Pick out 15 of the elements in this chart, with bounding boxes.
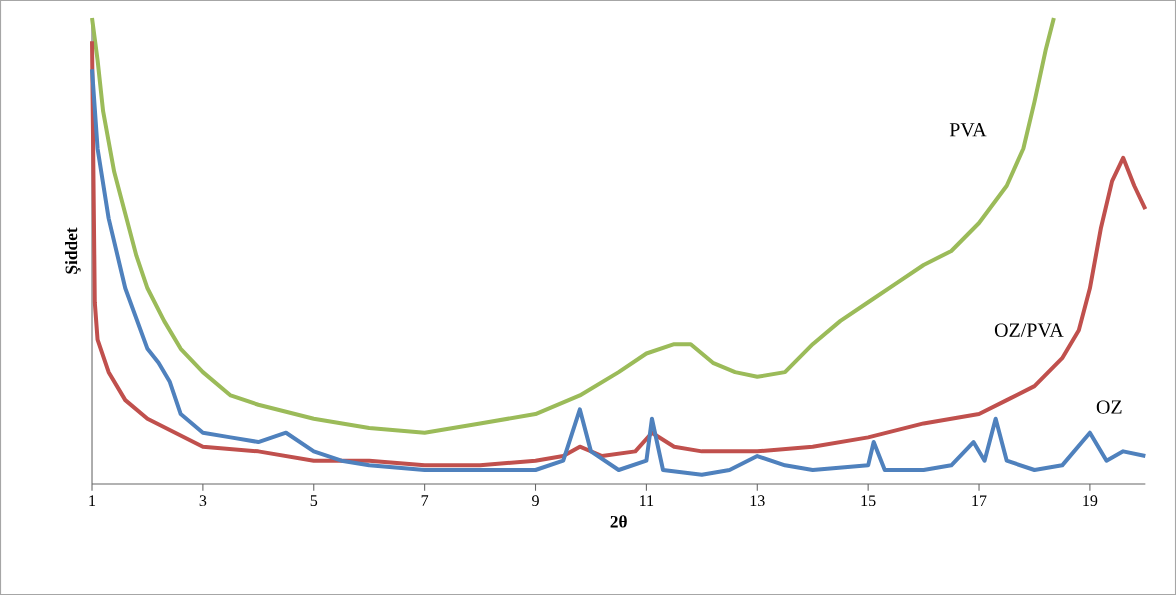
x-tick-label: 5: [310, 495, 318, 506]
x-tick-label: 19: [1083, 495, 1098, 507]
x-tick-label: 11: [640, 495, 654, 506]
series-label: OZ: [1096, 400, 1122, 414]
x-tick-label: 3: [199, 495, 207, 507]
x-tick-label: 7: [421, 495, 429, 506]
series-label: OZ/PVA: [994, 323, 1064, 337]
y-axis-title: Şiddet: [65, 227, 81, 274]
x-tick-label: 1: [89, 495, 96, 506]
x-tick-label: 13: [750, 495, 765, 507]
x-tick-label: 17: [972, 495, 987, 506]
series-label: PVA: [949, 123, 987, 137]
x-tick-label: 15: [861, 495, 876, 507]
x-tick-label: 9: [532, 495, 539, 507]
x-axis-title: 2θ: [610, 515, 627, 528]
